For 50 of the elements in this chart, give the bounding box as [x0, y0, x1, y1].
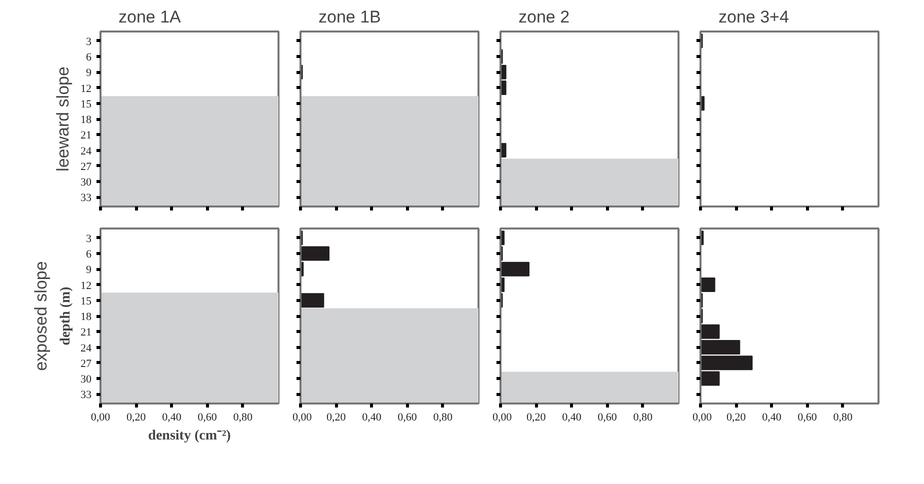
y-tick-label: 27: [80, 160, 92, 173]
y-tick-label: 21: [80, 326, 92, 339]
x-tick-label: 0,00: [492, 412, 512, 424]
y-tick-label: 33: [80, 389, 92, 402]
x-tick-label: 0,00: [90, 412, 111, 424]
x-tick-label: 0,80: [233, 412, 254, 424]
y-tick-label: 30: [80, 374, 92, 386]
x-tick-label: 0,40: [762, 412, 782, 424]
x-tick-label: 0,20: [326, 412, 346, 424]
y-tick-label: 24: [80, 342, 92, 354]
x-tick-label: 0,80: [633, 412, 654, 424]
x-axis-title: density (cm⁻²): [148, 428, 232, 444]
x-tick-label: 0,80: [433, 412, 454, 424]
y-tick-label: 21: [80, 130, 92, 142]
y-tick-label: 15: [80, 98, 92, 110]
x-tick-label: 0,60: [198, 412, 218, 424]
x-tick-label: 0,20: [726, 412, 746, 424]
y-tick-label: 15: [80, 295, 92, 308]
x-tick-label: 0,00: [292, 412, 312, 424]
chart-title: zone 1B: [318, 8, 381, 26]
x-tick-label: 0,40: [562, 412, 582, 424]
x-tick-label: 0,20: [526, 412, 546, 424]
chart-title: zone 3+4: [718, 8, 789, 26]
y-tick-label: 24: [80, 145, 92, 158]
y-tick-label: 12: [80, 82, 92, 95]
x-tick-label: 0,40: [362, 412, 382, 424]
x-tick-label: 0,00: [692, 412, 712, 424]
text: exposed slope: [32, 261, 50, 371]
y-tick-label: 18: [80, 114, 92, 126]
y-tick-label: 30: [80, 176, 92, 188]
text: leeward slope: [54, 66, 72, 172]
y-tick-label: 6: [86, 52, 92, 64]
chart-title: zone 2: [518, 8, 570, 26]
x-tick-label: 0,40: [162, 412, 182, 424]
y-tick-label: 3: [86, 232, 92, 245]
x-tick-label: 0,60: [598, 412, 618, 424]
chart-title: zone 1A: [118, 8, 182, 26]
y-tick-label: 18: [80, 311, 92, 323]
x-tick-label: 0,20: [126, 412, 146, 424]
y-tick-label: 9: [86, 264, 92, 276]
x-tick-label: 0,60: [398, 412, 418, 424]
y-tick-label: 6: [86, 248, 92, 260]
y-tick-label: 27: [80, 358, 92, 370]
x-tick-label: 0,60: [798, 412, 818, 424]
y-axis-title: depth (m): [58, 286, 74, 346]
y-tick-label: 12: [80, 280, 92, 292]
y-tick-label: 3: [86, 36, 92, 48]
x-tick-label: 0,80: [833, 412, 854, 424]
y-tick-label: 9: [86, 67, 92, 80]
y-tick-label: 33: [80, 192, 92, 204]
